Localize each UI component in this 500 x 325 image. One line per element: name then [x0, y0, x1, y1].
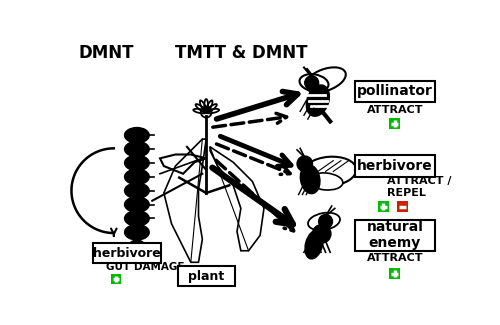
Circle shape [128, 240, 146, 258]
Text: pollinator: pollinator [357, 84, 433, 98]
Circle shape [312, 225, 331, 243]
Text: GUT DAMAGE: GUT DAMAGE [106, 262, 184, 272]
Ellipse shape [124, 225, 149, 240]
Text: ATTRACT /
REPEL: ATTRACT / REPEL [387, 176, 452, 198]
Text: ATTRACT: ATTRACT [366, 254, 423, 264]
FancyBboxPatch shape [355, 81, 435, 102]
Ellipse shape [308, 173, 343, 190]
Ellipse shape [124, 211, 149, 226]
FancyBboxPatch shape [92, 243, 161, 263]
FancyBboxPatch shape [355, 155, 435, 177]
Text: plant: plant [188, 270, 224, 283]
Ellipse shape [300, 165, 320, 194]
Ellipse shape [124, 183, 149, 198]
Ellipse shape [124, 127, 149, 143]
Ellipse shape [124, 197, 149, 212]
Ellipse shape [302, 157, 356, 186]
Circle shape [305, 76, 318, 90]
Ellipse shape [306, 67, 346, 92]
Bar [390, 268, 400, 279]
Bar [111, 274, 121, 284]
Ellipse shape [300, 74, 328, 92]
Text: ATTRACT: ATTRACT [366, 105, 423, 115]
Ellipse shape [124, 155, 149, 171]
Text: TMTT & DMNT: TMTT & DMNT [174, 44, 307, 62]
Ellipse shape [305, 230, 323, 259]
Bar [378, 202, 388, 212]
Text: natural
enemy: natural enemy [366, 220, 424, 251]
Circle shape [297, 156, 312, 172]
Ellipse shape [124, 141, 149, 157]
Text: herbivore: herbivore [93, 247, 161, 260]
Ellipse shape [124, 169, 149, 185]
Text: herbivore: herbivore [357, 159, 432, 173]
Circle shape [318, 214, 332, 228]
Bar [390, 118, 400, 129]
Ellipse shape [306, 85, 330, 116]
Ellipse shape [308, 213, 340, 230]
Bar [397, 202, 408, 212]
Text: DMNT: DMNT [78, 44, 134, 62]
FancyBboxPatch shape [178, 266, 234, 286]
FancyBboxPatch shape [355, 220, 435, 251]
